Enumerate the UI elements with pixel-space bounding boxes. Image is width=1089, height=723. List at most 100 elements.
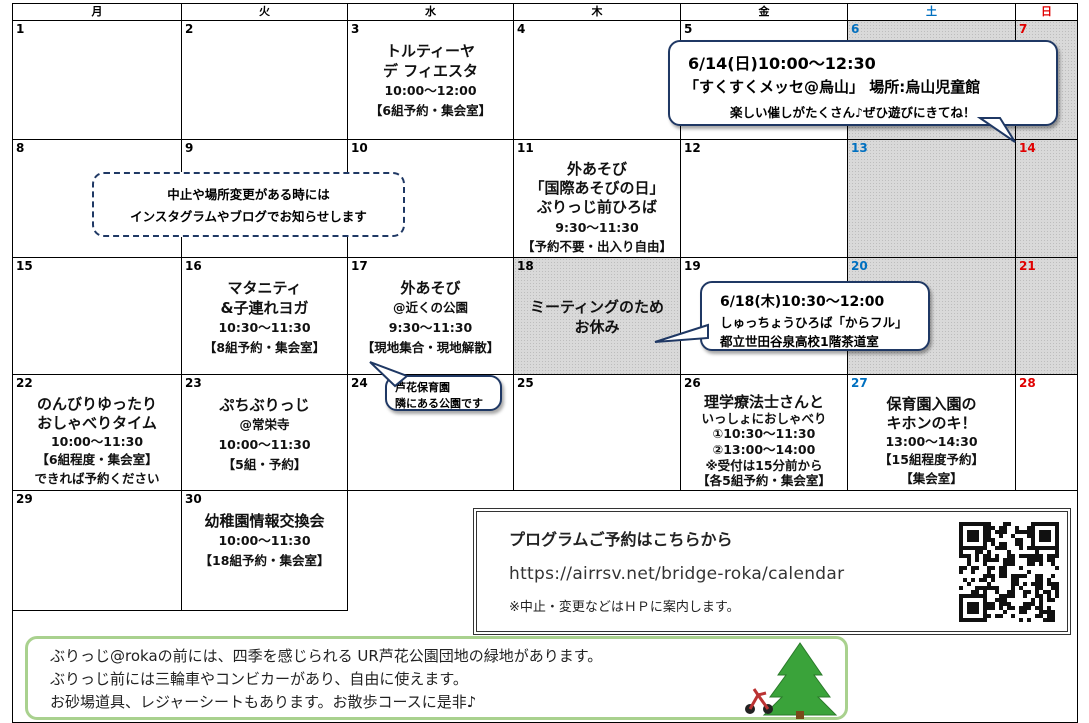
event-text: 【現地集合・現地解散】	[361, 340, 500, 355]
qr-module	[1003, 522, 1007, 526]
event-text: &子連れヨガ	[220, 299, 309, 317]
qr-module	[971, 590, 975, 594]
date-number: 9	[185, 141, 194, 155]
qr-module	[995, 546, 999, 550]
date-number: 30	[185, 492, 202, 506]
event-text: ②13:00～14:00	[712, 442, 816, 457]
day-cell: 17 外あそび @近くの公園 9:30～11:30 【現地集合・現地解散】	[347, 257, 514, 375]
qr-module	[1055, 582, 1059, 586]
qr-module	[979, 586, 983, 590]
callout-text: 都立世田谷泉高校1階茶道室	[720, 334, 879, 349]
qr-module	[1011, 562, 1015, 566]
qr-module	[987, 550, 991, 554]
qr-module	[975, 590, 979, 594]
qr-module	[999, 614, 1003, 618]
qr-module	[1007, 522, 1011, 526]
day-cell: 13	[847, 139, 1016, 258]
qr-module	[1051, 614, 1055, 618]
qr-module	[1047, 578, 1051, 582]
date-number: 2	[185, 22, 194, 36]
date-number: 22	[16, 376, 33, 390]
qr-module	[1039, 610, 1043, 614]
event-text: 【各5組予約・集会室】	[697, 473, 831, 489]
program-note: ※中止・変更などはＨＰに案内します。	[509, 600, 740, 615]
event-text: おしゃべりタイム	[37, 413, 157, 432]
qr-module	[1055, 586, 1059, 590]
qr-module	[1019, 530, 1023, 534]
qr-module	[1039, 602, 1043, 606]
qr-module	[959, 586, 963, 590]
qr-module	[1027, 546, 1031, 550]
qr-module	[1039, 606, 1043, 610]
qr-module	[979, 550, 983, 554]
qr-module	[991, 558, 995, 562]
qr-module	[987, 586, 991, 590]
qr-module	[1039, 614, 1043, 618]
qr-module	[967, 554, 971, 558]
date-number: 16	[185, 259, 202, 273]
qr-module	[987, 554, 991, 558]
qr-module	[987, 582, 991, 586]
qr-module	[1011, 534, 1015, 538]
qr-module	[999, 594, 1003, 598]
qr-module	[971, 570, 975, 574]
date-number: 5	[684, 22, 693, 36]
qr-module	[1035, 586, 1039, 590]
qr-module	[1003, 602, 1007, 606]
day-cell: 2	[181, 20, 348, 140]
qr-module	[1031, 558, 1035, 562]
qr-module	[1015, 574, 1019, 578]
qr-module	[963, 566, 967, 570]
weekday-header: 土	[847, 3, 1016, 21]
tricycle	[748, 688, 770, 710]
weekday-header: 木	[513, 3, 681, 21]
qr-module	[1007, 550, 1011, 554]
event-text: @常栄寺	[239, 417, 290, 432]
event-text: 9:30～11:30	[388, 320, 473, 335]
qr-module	[1035, 578, 1039, 582]
qr-module	[1003, 542, 1007, 546]
qr-module	[959, 554, 963, 558]
qr-module	[999, 570, 1003, 574]
qr-module	[1051, 610, 1055, 614]
callout-text: 6/14(日)10:00～12:30	[688, 54, 876, 73]
event-text: キホンのキ！	[886, 413, 977, 432]
qr-module	[999, 574, 1003, 578]
qr-module	[967, 530, 979, 542]
qr-module	[979, 578, 983, 582]
qr-module	[1003, 566, 1007, 570]
date-number: 4	[517, 22, 526, 36]
event-text: ①10:30～11:30	[712, 426, 816, 442]
callout-text: 芦花保育園	[395, 381, 450, 394]
qr-module	[995, 614, 999, 618]
qr-module	[987, 526, 991, 530]
qr-module	[987, 558, 991, 562]
event-text: 理学療法士さんと	[703, 393, 824, 411]
event-text: 【15組程度予約】	[879, 452, 984, 468]
qr-module	[1007, 562, 1011, 566]
qr-module	[991, 538, 995, 542]
qr-module	[1055, 550, 1059, 554]
qr-module	[991, 566, 995, 570]
qr-module	[991, 602, 995, 606]
qr-module	[1015, 542, 1019, 546]
qr-module	[987, 602, 991, 606]
qr-module	[999, 598, 1003, 602]
qr-module	[995, 590, 999, 594]
date-number: 23	[185, 376, 202, 390]
qr-module	[971, 578, 975, 582]
qr-module	[1035, 614, 1039, 618]
qr-module	[1043, 610, 1047, 614]
program-url[interactable]: https://airrsv.net/bridge-roka/calendar	[509, 564, 845, 584]
qr-module	[991, 526, 995, 530]
qr-module	[1015, 582, 1019, 586]
qr-module	[1039, 582, 1043, 586]
qr-code[interactable]	[959, 522, 1059, 622]
qr-module	[1023, 602, 1027, 606]
day-cell: 15	[12, 257, 182, 375]
qr-module	[1027, 526, 1031, 530]
event-text: のんびりゆったり	[36, 395, 157, 413]
qr-module	[1003, 598, 1007, 602]
qr-module	[963, 554, 967, 558]
